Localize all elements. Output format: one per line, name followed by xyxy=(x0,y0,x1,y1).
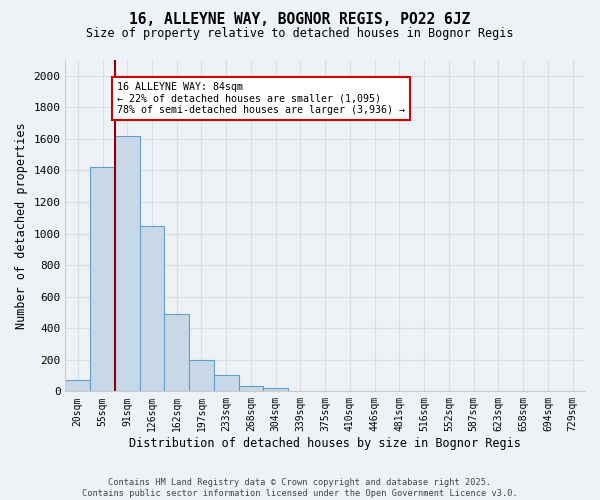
Text: Size of property relative to detached houses in Bognor Regis: Size of property relative to detached ho… xyxy=(86,28,514,40)
Text: 16, ALLEYNE WAY, BOGNOR REGIS, PO22 6JZ: 16, ALLEYNE WAY, BOGNOR REGIS, PO22 6JZ xyxy=(130,12,470,28)
Bar xyxy=(189,360,214,392)
Bar xyxy=(115,136,140,392)
X-axis label: Distribution of detached houses by size in Bognor Regis: Distribution of detached houses by size … xyxy=(129,437,521,450)
Text: Contains HM Land Registry data © Crown copyright and database right 2025.
Contai: Contains HM Land Registry data © Crown c… xyxy=(82,478,518,498)
Bar xyxy=(263,388,288,392)
Bar xyxy=(164,314,189,392)
Bar xyxy=(214,375,239,392)
Text: 16 ALLEYNE WAY: 84sqm
← 22% of detached houses are smaller (1,095)
78% of semi-d: 16 ALLEYNE WAY: 84sqm ← 22% of detached … xyxy=(118,82,406,116)
Bar xyxy=(288,390,313,392)
Bar xyxy=(140,226,164,392)
Bar xyxy=(90,168,115,392)
Y-axis label: Number of detached properties: Number of detached properties xyxy=(15,122,28,329)
Bar xyxy=(65,380,90,392)
Bar xyxy=(239,386,263,392)
